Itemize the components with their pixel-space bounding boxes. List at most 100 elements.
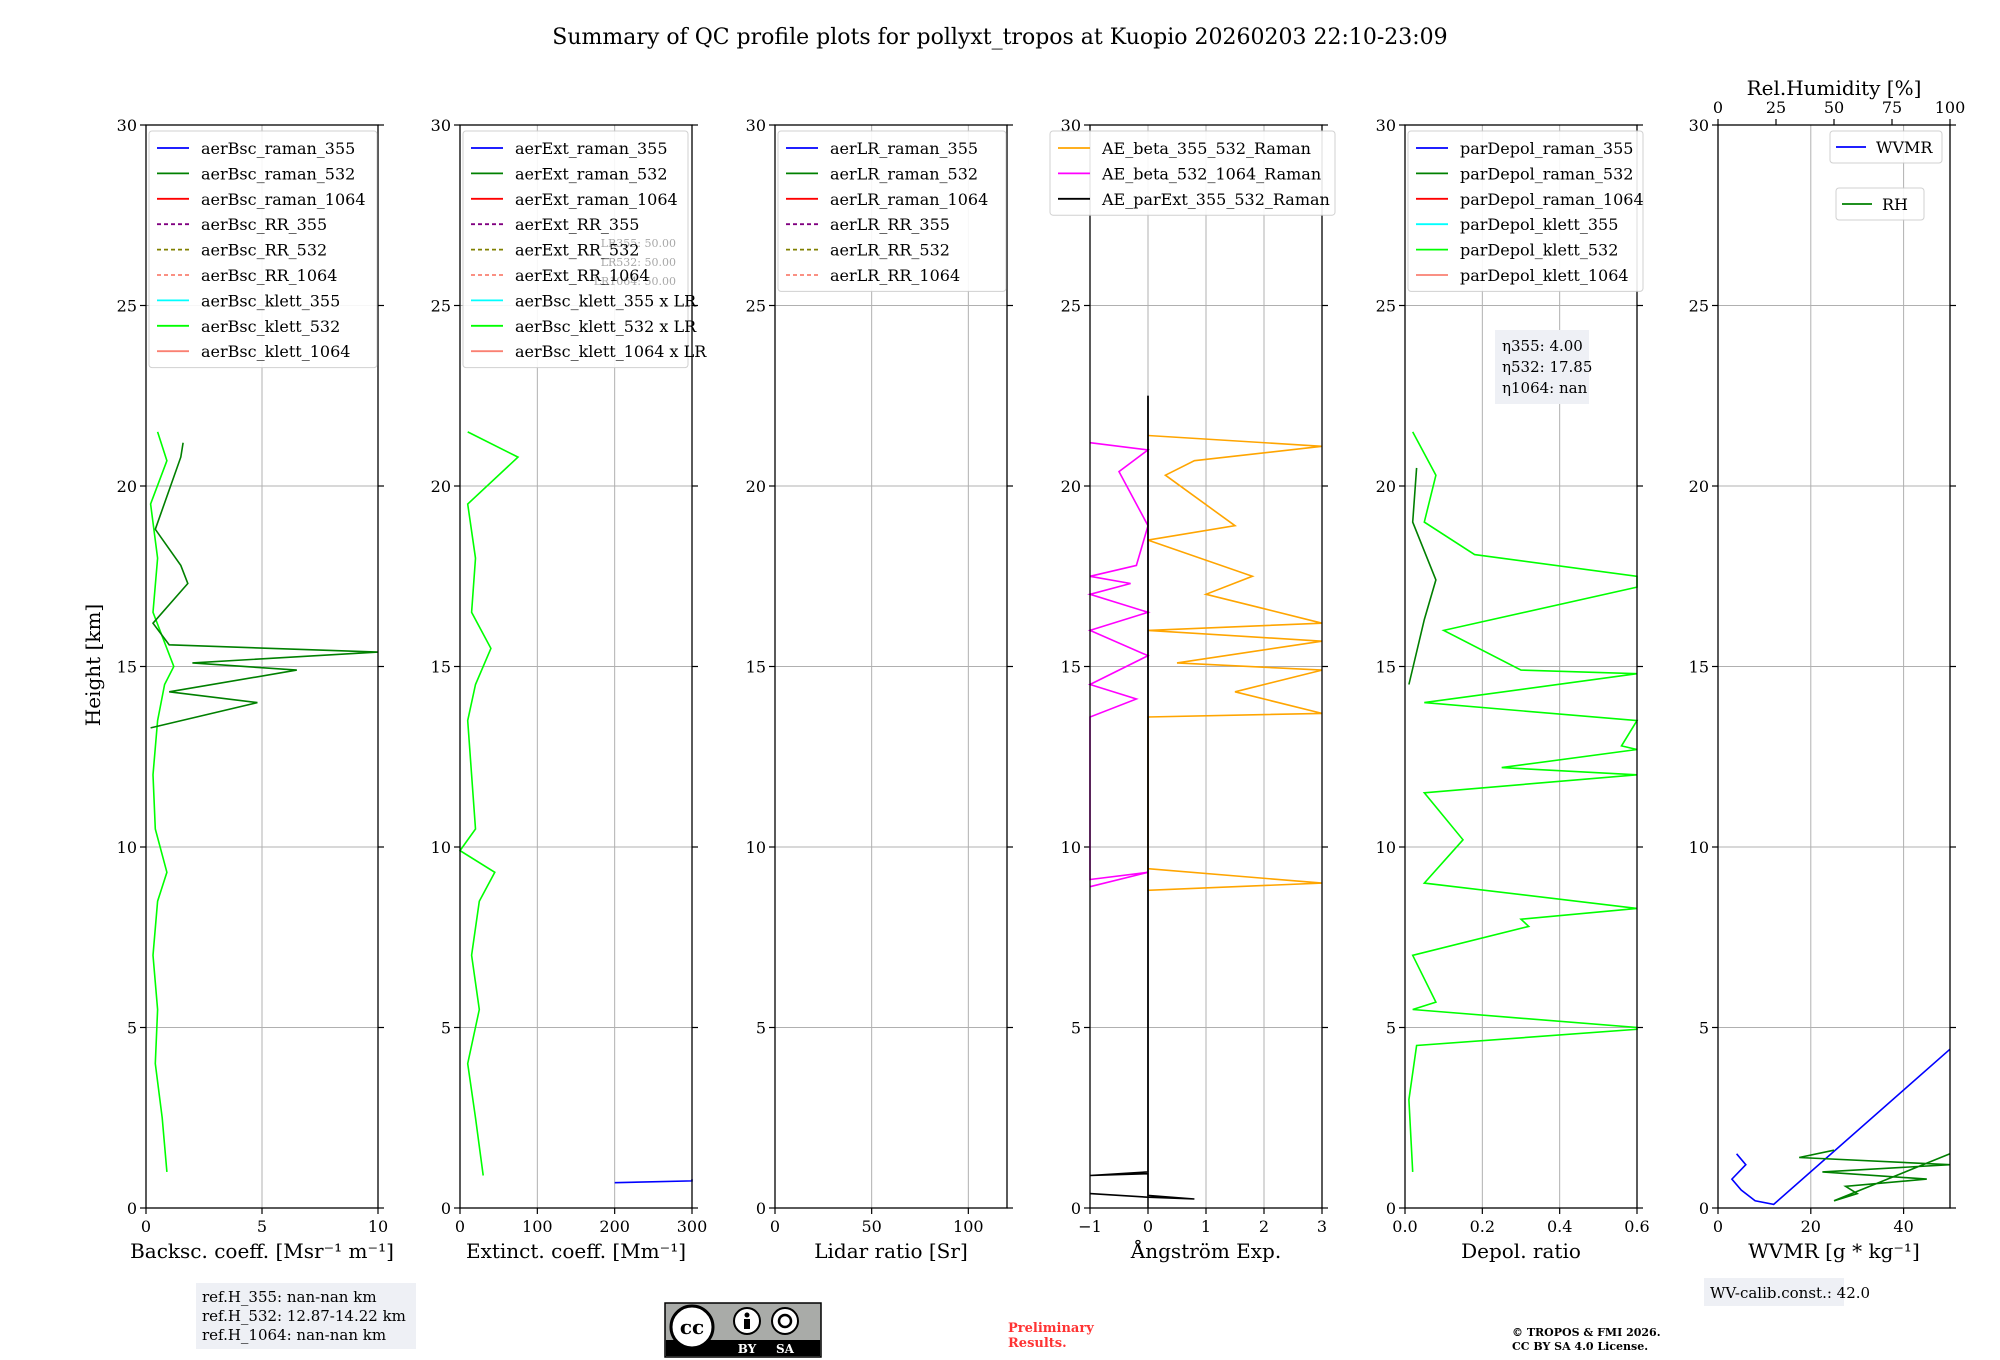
y-tick-label: 0 (1386, 1199, 1396, 1218)
legend-label: aerExt_raman_355 (515, 139, 668, 158)
x-tick-label: 0 (1143, 1217, 1153, 1236)
by-text: BY (738, 1342, 757, 1356)
y-tick-label: 20 (746, 477, 766, 496)
y-tick-label: 5 (1386, 1019, 1396, 1038)
y-tick-label: 10 (1689, 838, 1709, 857)
top-tick-label: 75 (1882, 98, 1902, 117)
wv-calib-box: WV-calib.const.: 42.0 (1704, 1278, 1870, 1306)
y-tick-label: 0 (756, 1199, 766, 1218)
series-aerBsc_klett_532 x LR (458, 431, 520, 1176)
cc-circle-icon (669, 1304, 715, 1350)
ref-h-532: ref.H_532: 12.87-14.22 km (202, 1307, 406, 1325)
y-tick-label: 5 (756, 1019, 766, 1038)
legend-label: RH (1882, 195, 1908, 214)
y-tick-label: 10 (431, 838, 451, 857)
y-tick-label: 30 (1061, 116, 1081, 135)
eta-1064: η1064: nan (1502, 379, 1588, 397)
x-tick-label: 20 (1801, 1217, 1821, 1236)
y-tick-label: 20 (117, 477, 137, 496)
eta-box: η355: 4.00 η532: 17.85 η1064: nan (1495, 330, 1592, 404)
axes-frame (1089, 124, 1323, 1209)
legend-label: parDepol_klett_355 (1460, 215, 1618, 234)
legend-label: AE_parExt_355_532_Raman (1101, 190, 1330, 209)
x-tick-label: 1 (1201, 1217, 1211, 1236)
x-tick-label: 10 (368, 1217, 388, 1236)
legend-label: aerBsc_raman_532 (201, 164, 355, 183)
y-tick-label: 25 (117, 297, 137, 316)
legend-label: aerBsc_klett_1064 x LR (515, 342, 707, 361)
legend-box (148, 130, 378, 369)
ref-h-1064: ref.H_1064: nan-nan km (202, 1326, 386, 1344)
legend-label: aerBsc_klett_532 x LR (515, 317, 697, 336)
sa-share-icon (771, 1307, 799, 1335)
axes-frame (459, 124, 693, 1209)
panel-bsc: 0 5 10 0 5 10 15 20 25 30 Backsc. coeff. [Msr⁻¹ m⁻… (117, 116, 394, 1263)
top-axis-label: Rel.Humidity [%] (1747, 76, 1922, 100)
by-person-head-icon (744, 1312, 750, 1318)
y-tick-label: 30 (746, 116, 766, 135)
legend-label: parDepol_klett_532 (1460, 241, 1618, 260)
x-axis-label: Backsc. coeff. [Msr⁻¹ m⁻¹] (130, 1239, 394, 1263)
y-tick-label: 30 (431, 116, 451, 135)
legend-label: aerExt_raman_1064 (515, 190, 678, 209)
series-RH (1799, 1149, 1951, 1202)
y-tick-label: 0 (441, 1199, 451, 1218)
lr-note-1064: LR1064: 50.00 (594, 275, 676, 288)
ext-lr-note: LR355: 50.00 LR532: 50.00 LR1064: 50.00 (594, 237, 676, 288)
copyright-line1: © TROPOS & FMI 2026. (1512, 1326, 1661, 1339)
eta-355: η355: 4.00 (1502, 337, 1583, 355)
panel-ext: 0 100 200 300 0 5 10 15 20 25 30 Extinct. coeff. [M… (431, 116, 708, 1263)
by-person-body-icon (744, 1319, 750, 1329)
y-tick-label: 25 (1689, 297, 1709, 316)
eta-532: η532: 17.85 (1502, 358, 1592, 376)
axes-frame (145, 124, 379, 1209)
x-tick-label: 5 (257, 1217, 267, 1236)
y-tick-label: 30 (117, 116, 137, 135)
figure-title: Summary of QC profile plots for pollyxt_… (552, 25, 1447, 50)
legend-label: parDepol_klett_1064 (1460, 266, 1629, 285)
series-parDepol_raman_532 (1408, 467, 1437, 685)
legend-label: aerLR_raman_532 (830, 164, 978, 183)
y-tick-label: 25 (746, 297, 766, 316)
y-tick-label: 15 (1689, 658, 1709, 677)
x-tick-label: 0.6 (1624, 1217, 1649, 1236)
ref-box-bg (196, 1283, 416, 1349)
series-aerBsc_raman_532 (150, 442, 379, 729)
ref-height-box: ref.H_355: nan-nan km ref.H_532: 12.87-1… (196, 1283, 416, 1349)
y-tick-label: 15 (1376, 658, 1396, 677)
sa-text: SA (776, 1342, 795, 1356)
legend-label: aerBsc_RR_355 (201, 215, 327, 234)
legend-label: aerExt_raman_532 (515, 164, 668, 183)
series-AE_beta_532_1064_Raman (1087, 441, 1151, 888)
preliminary-line1: Preliminary (1008, 1321, 1094, 1336)
legend-box (777, 130, 1007, 292)
legend-label: WVMR (1876, 138, 1933, 157)
legend-box (462, 130, 689, 369)
axes-frame (774, 124, 1008, 1209)
copyright-line2: CC BY SA 4.0 License. (1512, 1340, 1648, 1353)
legend-label: parDepol_raman_355 (1460, 139, 1633, 158)
legend-label: aerExt_RR_355 (515, 215, 639, 234)
x-tick-label: 0 (1713, 1217, 1723, 1236)
top-tick-label: 100 (1935, 98, 1966, 117)
y-tick-label: 0 (1699, 1199, 1709, 1218)
y-tick-label: 10 (1376, 838, 1396, 857)
y-tick-label: 15 (746, 658, 766, 677)
legend-box (1049, 130, 1336, 216)
x-tick-label: 2 (1259, 1217, 1269, 1236)
y-tick-label: 20 (1689, 477, 1709, 496)
legend-label: aerBsc_klett_355 x LR (515, 291, 697, 310)
legend-label: aerLR_RR_355 (830, 215, 950, 234)
top-tick-label: 0 (1713, 98, 1723, 117)
x-tick-label: 100 (953, 1217, 984, 1236)
x-axis-label: Lidar ratio [Sr] (814, 1239, 968, 1263)
y-tick-label: 20 (431, 477, 451, 496)
cc-text: cc (680, 1315, 704, 1339)
legend-box (1835, 187, 1925, 221)
x-tick-label: 100 (522, 1217, 553, 1236)
top-tick-label: 25 (1766, 98, 1786, 117)
axes-frame (1404, 124, 1638, 1209)
